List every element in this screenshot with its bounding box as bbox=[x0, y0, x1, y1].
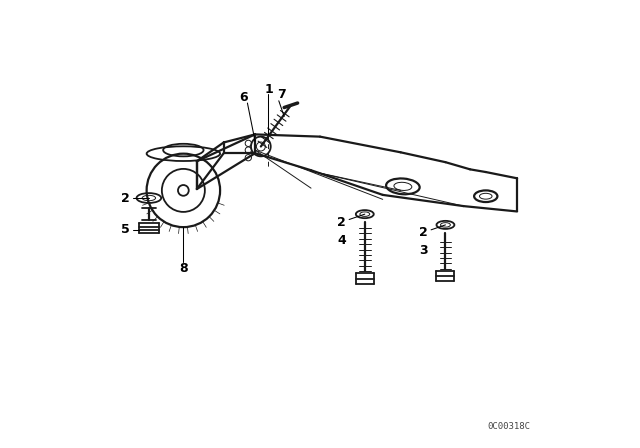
Text: 6: 6 bbox=[239, 90, 248, 104]
Text: 0C00318C: 0C00318C bbox=[488, 422, 531, 431]
Text: 3: 3 bbox=[419, 244, 428, 258]
Text: 2: 2 bbox=[337, 215, 346, 229]
Text: 2: 2 bbox=[121, 191, 129, 205]
Text: 4: 4 bbox=[337, 234, 346, 247]
Text: 8: 8 bbox=[179, 262, 188, 276]
Text: 5: 5 bbox=[121, 223, 129, 237]
Text: 1: 1 bbox=[264, 83, 273, 96]
Text: 2: 2 bbox=[419, 226, 428, 240]
Text: 7: 7 bbox=[278, 87, 286, 101]
